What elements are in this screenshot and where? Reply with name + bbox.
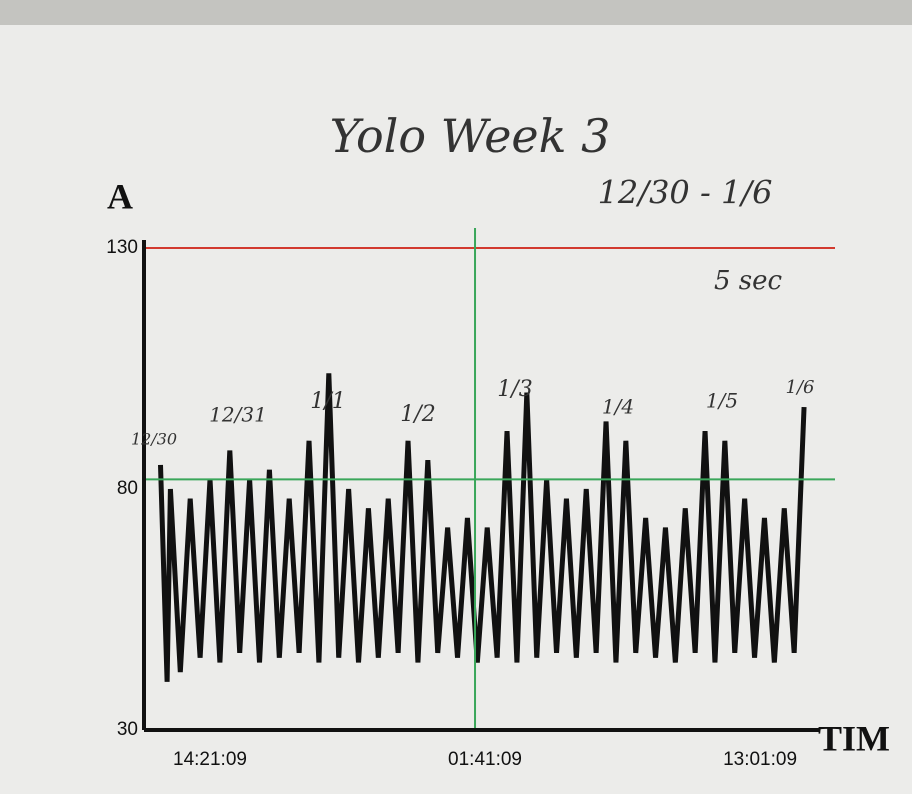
annotation: 1/5 — [706, 389, 738, 413]
annotation: 1/1 — [310, 389, 345, 414]
chart-title: Yolo Week 3 — [330, 109, 611, 163]
annotation: 1/2 — [400, 402, 435, 427]
data-line — [158, 373, 807, 682]
annotation: 1/6 — [786, 377, 815, 398]
chart-subtitle: 12/30 - 1/6 — [598, 174, 773, 212]
annotation: 5 sec — [714, 266, 783, 296]
x-axis-label: TIM — [818, 718, 890, 758]
x-tick-label: 01:41:09 — [448, 749, 522, 770]
y-tick-label: 80 — [117, 478, 138, 499]
y-axis-label: A — [107, 176, 133, 216]
annotation: 12/31 — [209, 403, 267, 427]
annotation: 12/30 — [131, 430, 177, 449]
annotation: 1/4 — [602, 395, 634, 419]
x-tick-label: 14:21:09 — [173, 749, 247, 770]
x-tick-label: 13:01:09 — [723, 749, 797, 770]
paper — [0, 25, 912, 794]
y-tick-label: 30 — [117, 719, 138, 740]
y-tick-label: 130 — [106, 237, 138, 258]
annotation: 1/3 — [497, 377, 532, 402]
